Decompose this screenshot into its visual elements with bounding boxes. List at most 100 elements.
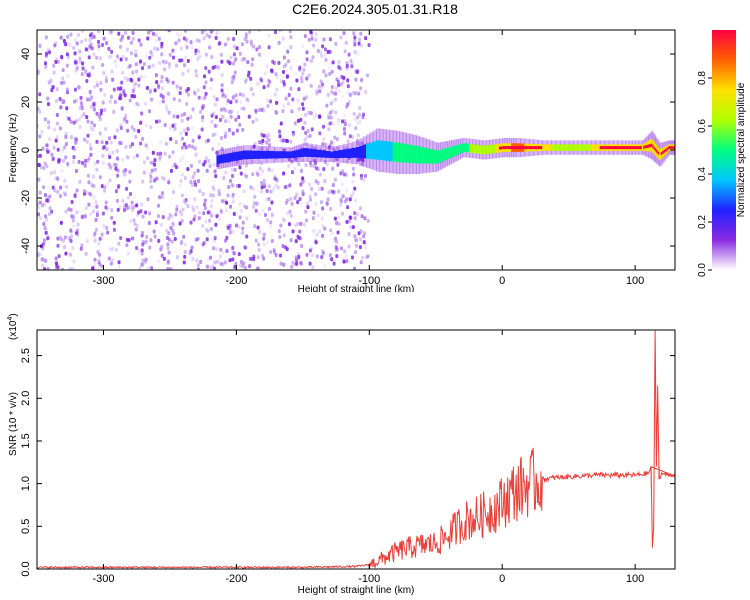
ridge-core [455, 145, 459, 155]
ridge-core [362, 144, 367, 159]
spectrogram-x-tick-label: 0 [499, 275, 505, 287]
ridge-core [550, 144, 557, 151]
ridge-core [216, 155, 220, 164]
colorbar-label: Normalized spectral amplitude [736, 82, 747, 217]
ridge-peak [672, 146, 675, 150]
ridge-core [379, 140, 384, 161]
ridge-core [240, 150, 245, 160]
ridge-core [375, 140, 381, 160]
snr-chart: -300 -200 -100 0 100 0.0 0.5 1.0 1.5 2.0 2.5 Heigh… [7, 313, 676, 596]
spectrogram-y-tick-label: 20 [20, 96, 32, 108]
ridge-core [293, 150, 298, 158]
ridge-peak [652, 145, 655, 149]
ridge-core [320, 150, 326, 158]
ridge-peak [502, 146, 506, 150]
ridge-core [451, 146, 455, 157]
ridge-core [542, 144, 548, 151]
ridge-peak [524, 146, 530, 150]
ridge-core [449, 147, 453, 158]
ridge-core [234, 152, 238, 161]
ridge-core [581, 144, 588, 151]
ridge-peak [651, 143, 654, 147]
ridge-peak [655, 148, 658, 152]
ridge-core [478, 145, 484, 154]
noise-region [37, 30, 371, 270]
ridge-core [359, 145, 364, 159]
snr-x-tick-label: -100 [358, 573, 380, 585]
ridge-core [250, 150, 260, 159]
ridge-core [475, 144, 480, 154]
ridge-core [429, 149, 434, 164]
ridge-core [659, 149, 662, 161]
ridge-peak [508, 146, 513, 150]
ridge-core [564, 144, 570, 151]
ridge-peak [612, 146, 619, 150]
spectrogram-x-tick-label: -100 [358, 275, 380, 287]
colorbar-tick-label: 0.6 [697, 119, 708, 133]
ridge-core [369, 142, 374, 160]
spectrogram-y-tick-label: 40 [20, 48, 32, 60]
ridge-core [432, 149, 437, 164]
colorbar-tick-label: 0.4 [697, 167, 708, 181]
snr-x-tick-label: 100 [626, 573, 644, 585]
ridge-peak [649, 144, 653, 148]
ridge-core [347, 148, 353, 158]
ridge-peak [625, 146, 630, 150]
ridge-peak [662, 150, 665, 154]
ridge-core [559, 144, 566, 151]
chart-title: C2E6.2024.305.01.31.R18 [292, 1, 458, 17]
ridge-peak [657, 151, 661, 155]
snr-y-axis-label: SNR (10 * v/v) [8, 392, 19, 456]
ridge-core [495, 144, 500, 153]
ridge-core [385, 141, 391, 161]
ridge-peak [670, 146, 673, 150]
colorbar-tick-label: 0.8 [697, 71, 708, 85]
ridge-core [382, 141, 387, 161]
ridge-core [402, 143, 407, 163]
snr-y-tick-label: 1.0 [20, 476, 32, 491]
ridge-core [409, 145, 414, 163]
ridge-core [465, 143, 470, 153]
ridge-core [392, 142, 397, 162]
colorbar: 0.0 0.2 0.4 0.6 0.8 [697, 30, 736, 277]
ridge-core [266, 151, 276, 159]
ridge-core [298, 149, 302, 158]
ridge-core [485, 145, 490, 154]
ridge-core [444, 148, 448, 160]
snr-y-tick-label: 0.5 [20, 519, 32, 534]
ridge-core [590, 144, 597, 151]
ridge-core [296, 149, 300, 158]
ridge-core [302, 148, 309, 157]
snr-x-tick-label: -300 [92, 573, 114, 585]
ridge-peak [604, 146, 610, 150]
spectrogram-x-axis-label: Height of straight line (km) [298, 284, 415, 292]
ridge-peak [621, 146, 627, 150]
ridge-core [329, 151, 335, 159]
ridge-peak [631, 146, 637, 150]
ridge-core [412, 145, 417, 164]
snr-plot-area [37, 330, 675, 569]
ridge-core [356, 147, 361, 158]
ridge-core [238, 151, 242, 160]
ridge-core [462, 143, 467, 152]
ridge-core [492, 144, 497, 154]
ridge-peak [647, 144, 651, 148]
ridge-core [586, 144, 592, 151]
ridge-peak [644, 145, 648, 149]
ridge-peak [599, 146, 606, 150]
ridge-core [399, 143, 404, 163]
ridge-peak [668, 146, 671, 150]
ridge-core [338, 150, 344, 158]
spectrogram-plot-area [37, 30, 675, 270]
spectrogram-y-axis-label: Frequency (Hz) [8, 114, 19, 183]
ridge-core [446, 147, 451, 159]
spectrogram-y-tick-label: 0 [20, 147, 32, 153]
ridge-core [307, 148, 313, 157]
snr-y-tick-label: 2.0 [20, 391, 32, 406]
ridge-peak [656, 150, 659, 154]
spectrogram-x-tick-label: -200 [225, 275, 247, 287]
ridge-peak [673, 146, 675, 150]
ridge-core [437, 150, 442, 163]
ridge-peak [643, 145, 646, 149]
ridge-core [389, 141, 394, 162]
